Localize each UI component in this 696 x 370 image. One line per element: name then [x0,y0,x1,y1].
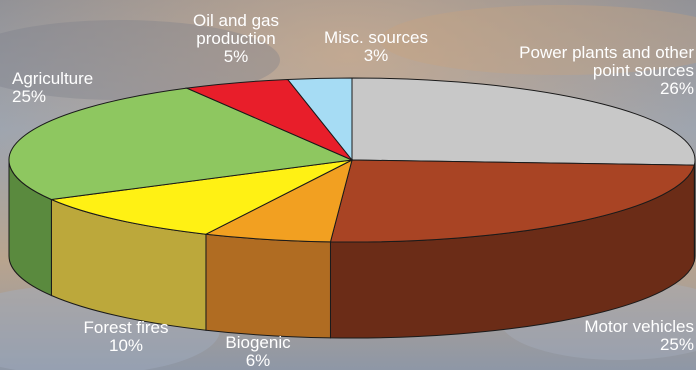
slice-name-agriculture: Agriculture [12,69,93,88]
slice-label-forest-fires: Forest fires 10% [83,318,168,355]
slice-percent-agriculture: 25% [12,87,46,106]
pie-side-biogenic [205,233,331,339]
slice-percent-power-plants-and-other-point-sources: 26% [660,79,694,98]
pie-slice-agriculture [8,87,354,201]
slice-name-oil-and-gas-production: Oil and gas [193,11,279,30]
slice-label-biogenic: Biogenic 6% [225,333,291,370]
slice-name-biogenic: Biogenic [225,333,291,352]
slice-percent-misc-sources: 3% [364,46,389,65]
slice-label-power-plants-and-other-point-sources: Power plants and other point sources 26% [519,43,694,98]
slice-label-motor-vehicles: Motor vehicles 25% [584,317,694,354]
slice-name-power-plants-and-other-point-sources: Power plants and other [519,43,694,62]
slice-label-oil-and-gas-production: Oil and gas production 5% [193,11,279,66]
pie-slice-power-plants-and-other-point-sources [351,77,696,166]
slice-name-forest-fires: Forest fires [83,318,168,337]
pie-slice-forest-fires [49,159,353,235]
pie-slice-misc-sources [286,77,353,162]
slice-percent-biogenic: 6% [246,351,271,370]
pie-slice-biogenic [204,159,353,243]
pie-slice-motor-vehicles [329,159,695,243]
slice-percent-forest-fires: 10% [109,336,143,355]
slice-percent-oil-and-gas-production: 5% [224,47,249,66]
slice-name-oil-and-gas-production: production [196,29,275,48]
slice-name-motor-vehicles: Motor vehicles [584,317,694,336]
slice-label-misc-sources: Misc. sources 3% [324,28,428,65]
slice-label-agriculture: Agriculture 25% [12,69,93,106]
slice-percent-motor-vehicles: 25% [660,335,694,354]
slice-name-misc-sources: Misc. sources [324,28,428,47]
slice-name-power-plants-and-other-point-sources: point sources [593,61,694,80]
